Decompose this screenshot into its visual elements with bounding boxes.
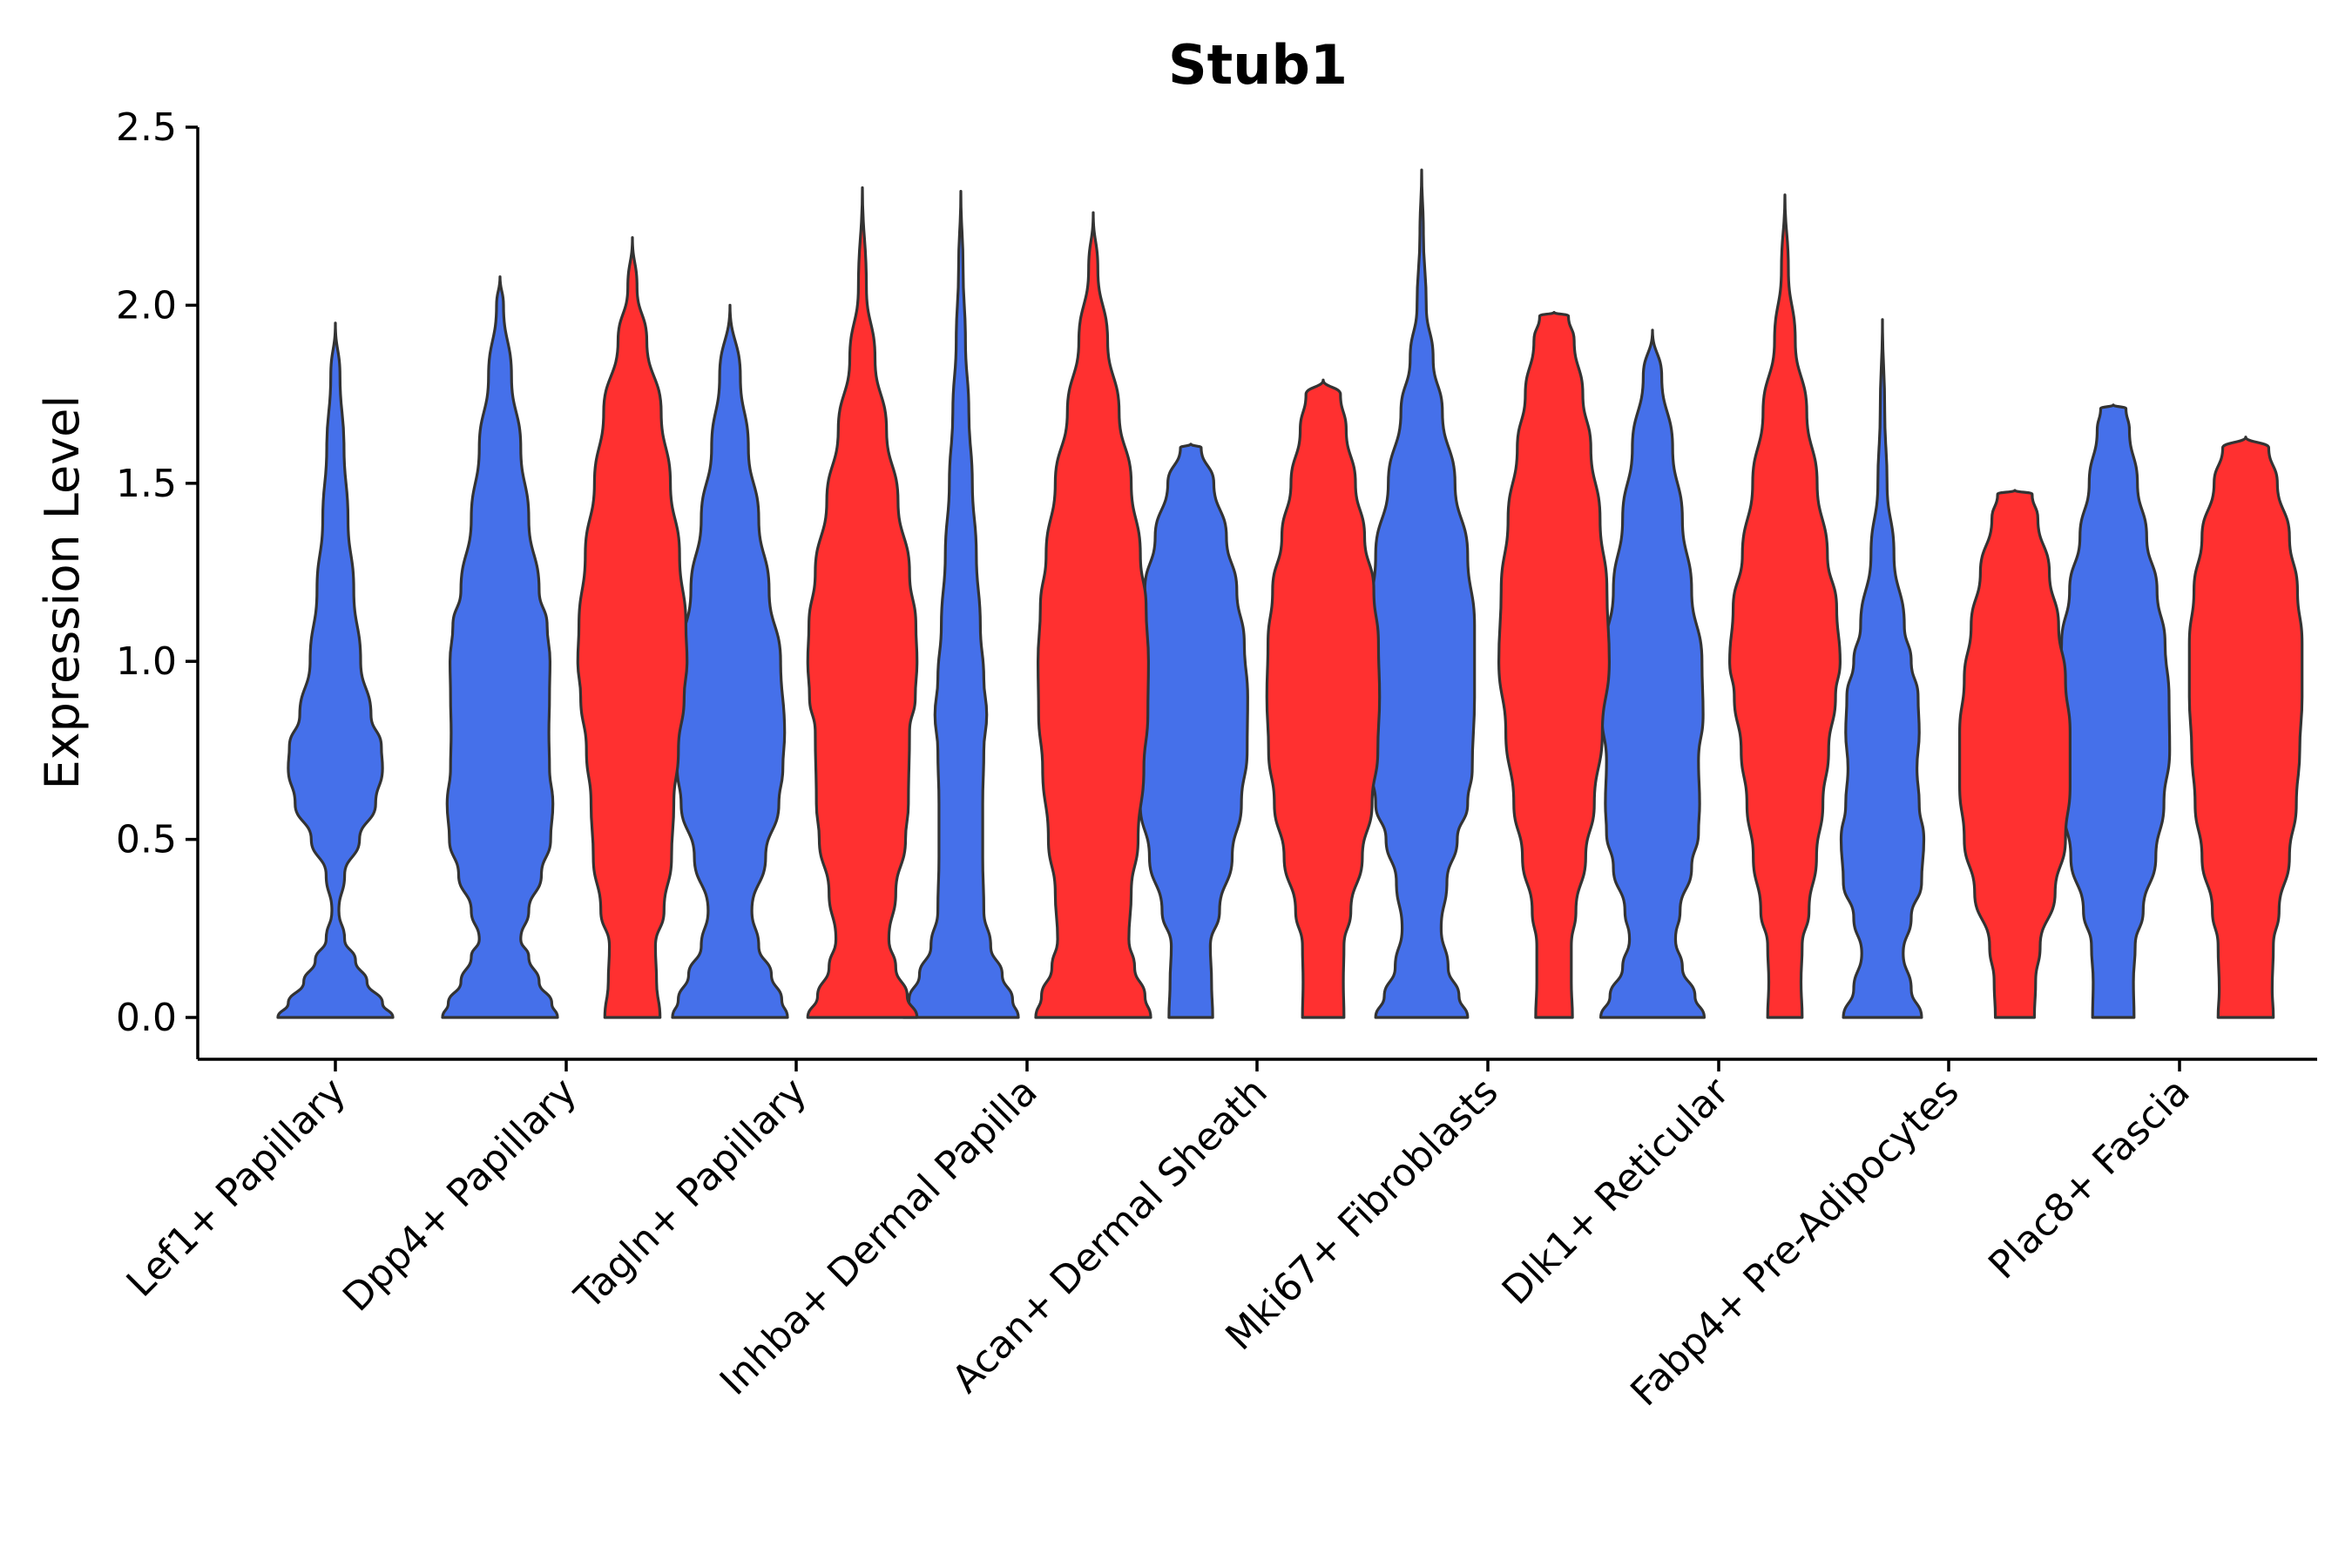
- violin-group-1-2: [441, 275, 559, 1019]
- violins-layer: [276, 168, 2304, 1019]
- chart-title: Stub1: [1168, 33, 1348, 97]
- y-tick-label: 2.5: [116, 105, 177, 150]
- violin-group-2-3: [806, 186, 919, 1019]
- violin-group-2-9: [2187, 436, 2304, 1019]
- violin-group-1-1: [276, 321, 395, 1019]
- violin-group-2-4: [1034, 211, 1152, 1019]
- y-tick-label: 0.0: [116, 996, 177, 1040]
- violin-group-1-5: [1132, 443, 1249, 1019]
- x-tick-label: Lef1+ Papillary: [118, 1070, 355, 1306]
- violin-group-1-6: [1367, 168, 1477, 1019]
- x-tick-label: Dlk1+ Reticular: [1494, 1069, 1739, 1314]
- violin-group-1-8: [1839, 318, 1926, 1019]
- violin-group-1-9: [2055, 403, 2172, 1019]
- y-tick-label: 1.0: [116, 639, 177, 684]
- violin-group-1-7: [1599, 328, 1706, 1019]
- y-axis-label: Expression Level: [35, 395, 90, 790]
- x-tick-label: Tagln+ Papillary: [566, 1070, 815, 1319]
- violin-group-2-2: [576, 236, 689, 1019]
- y-tick-label: 2.0: [116, 283, 177, 328]
- violin-group-2-6: [1497, 311, 1611, 1019]
- violin-group-1-4: [902, 189, 1020, 1019]
- violin-group-2-8: [1958, 489, 2072, 1019]
- x-tick-label: Dpp4+ Papillary: [335, 1070, 585, 1321]
- violin-group-2-7: [1728, 193, 1842, 1019]
- violin-group-2-5: [1265, 378, 1382, 1019]
- y-tick-label: 0.5: [116, 818, 177, 862]
- violin-group-1-3: [671, 303, 789, 1019]
- y-tick-label: 1.5: [116, 462, 177, 506]
- x-tick-label: Plac8+ Fascia: [1980, 1070, 2199, 1288]
